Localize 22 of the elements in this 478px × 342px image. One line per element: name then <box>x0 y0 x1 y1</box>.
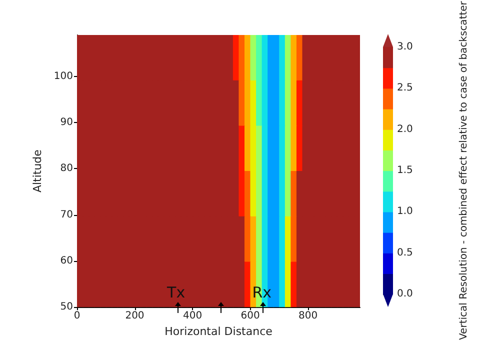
x-tick-label: 800 <box>298 310 318 322</box>
color-bar-label: 0.5 <box>397 247 413 258</box>
color-bar-label: 1.5 <box>397 165 413 176</box>
annotation: Tx <box>166 284 186 302</box>
color-bar-label: 1.0 <box>397 206 413 218</box>
color-bar-label: 0.0 <box>397 288 413 300</box>
color-bar-title: Vertical Resolution - combined effect relative to case of backscatter <box>458 0 470 340</box>
x-tick-label: 0 <box>74 310 80 322</box>
y-tick-label: 90 <box>60 117 73 128</box>
y-tick-label: 70 <box>60 209 73 220</box>
y-axis-title: Altitude <box>31 149 44 193</box>
color-bar-label: 2.5 <box>397 82 413 94</box>
color-bar-label: 2.0 <box>397 124 413 135</box>
color-bar-label: 3.0 <box>397 42 413 52</box>
x-tick-label: 600 <box>240 310 260 322</box>
y-tick-label: 60 <box>60 255 73 266</box>
y-tick-label: 80 <box>60 163 73 174</box>
y-tick-label: 100 <box>54 71 73 82</box>
x-tick-label: 200 <box>125 310 144 322</box>
y-tick-label: 50 <box>60 302 73 313</box>
x-tick-label: 400 <box>182 310 202 322</box>
x-axis-title: Horizontal Distance <box>164 325 273 338</box>
